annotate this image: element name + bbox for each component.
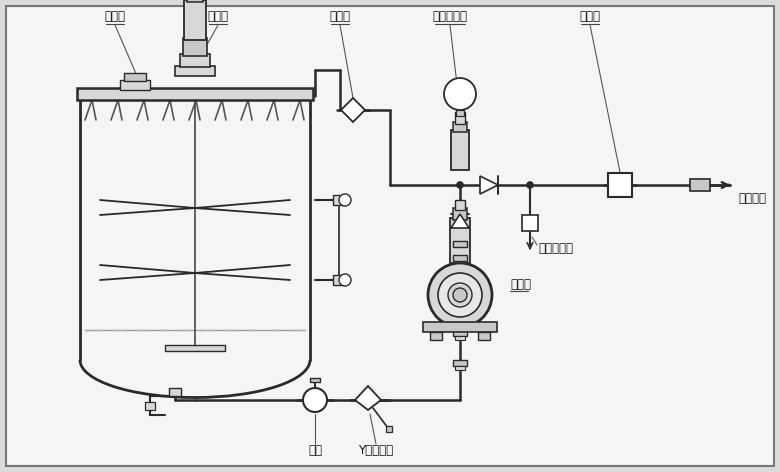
Bar bbox=[455, 200, 465, 210]
Bar bbox=[145, 402, 155, 410]
Text: 球鄀: 球鄀 bbox=[308, 444, 322, 456]
Bar bbox=[608, 173, 632, 197]
Bar bbox=[451, 130, 469, 170]
Circle shape bbox=[453, 288, 467, 302]
Bar bbox=[184, 0, 206, 40]
Bar bbox=[120, 80, 150, 90]
Bar bbox=[453, 208, 467, 220]
Text: 至加药点: 至加药点 bbox=[738, 193, 766, 205]
Bar bbox=[690, 179, 710, 191]
Polygon shape bbox=[522, 215, 538, 231]
Bar bbox=[124, 73, 146, 81]
Text: 背压鄀: 背压鄀 bbox=[580, 10, 601, 24]
Bar bbox=[310, 378, 320, 382]
Circle shape bbox=[339, 194, 351, 206]
Circle shape bbox=[527, 182, 533, 188]
Text: 计量泵: 计量泵 bbox=[510, 278, 531, 292]
Bar bbox=[165, 345, 225, 351]
Bar bbox=[423, 322, 497, 332]
Text: Y型过滤器: Y型过滤器 bbox=[359, 444, 394, 456]
Bar bbox=[180, 54, 210, 67]
Bar bbox=[77, 88, 313, 100]
Circle shape bbox=[428, 263, 492, 327]
Bar bbox=[333, 275, 345, 285]
Bar bbox=[453, 122, 467, 132]
Circle shape bbox=[457, 182, 463, 188]
Text: 搅拌器: 搅拌器 bbox=[207, 10, 229, 24]
Bar bbox=[430, 332, 442, 340]
Bar bbox=[333, 195, 345, 205]
Bar bbox=[455, 366, 465, 370]
Bar bbox=[175, 66, 215, 76]
Bar bbox=[187, 0, 203, 2]
Bar bbox=[183, 38, 207, 56]
Polygon shape bbox=[451, 214, 469, 228]
Text: 加药桶: 加药桶 bbox=[105, 10, 126, 24]
Bar bbox=[455, 112, 465, 124]
Bar bbox=[478, 332, 490, 340]
Bar bbox=[450, 218, 470, 263]
Polygon shape bbox=[341, 98, 365, 122]
Circle shape bbox=[448, 283, 472, 307]
Text: 取样或排气: 取样或排气 bbox=[538, 243, 573, 255]
Text: 安全阀: 安全阀 bbox=[329, 10, 350, 24]
Bar bbox=[386, 426, 392, 432]
Circle shape bbox=[438, 273, 482, 317]
Circle shape bbox=[303, 388, 327, 412]
Bar bbox=[453, 255, 467, 261]
Polygon shape bbox=[355, 386, 381, 410]
Polygon shape bbox=[480, 176, 498, 194]
Bar bbox=[453, 360, 467, 366]
Bar bbox=[455, 336, 465, 340]
Bar bbox=[169, 388, 181, 396]
Circle shape bbox=[339, 274, 351, 286]
Bar bbox=[453, 330, 467, 336]
Text: 脉冲阻尼器: 脉冲阻尼器 bbox=[432, 10, 467, 24]
Bar bbox=[453, 241, 467, 247]
Bar bbox=[456, 110, 464, 116]
Circle shape bbox=[444, 78, 476, 110]
